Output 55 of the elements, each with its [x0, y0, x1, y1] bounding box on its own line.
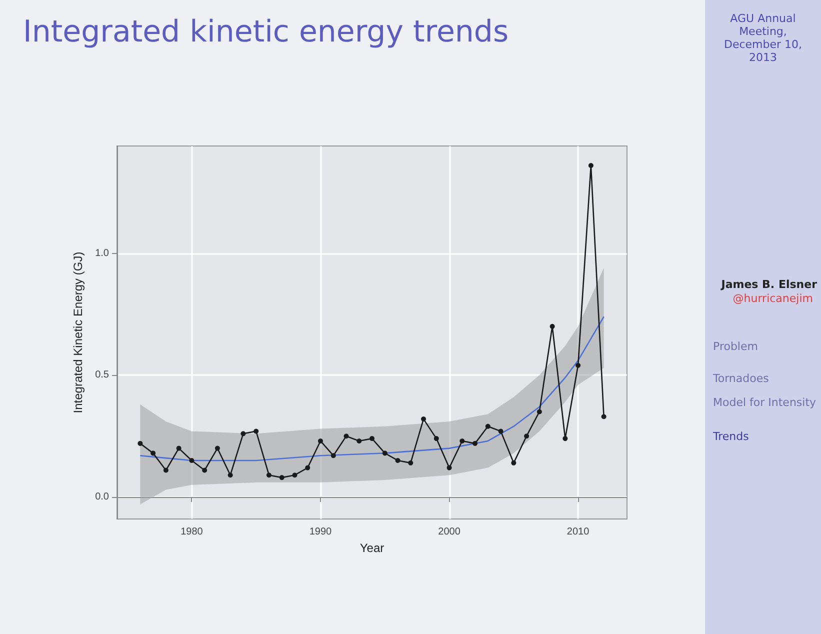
- point: [266, 472, 272, 478]
- point: [524, 434, 530, 439]
- text: Model for Intensity: [713, 396, 818, 409]
- point: [588, 163, 594, 168]
- y-axis-title: Integrated Kinetic Energy (GJ): [71, 252, 86, 414]
- point: [202, 468, 208, 473]
- line-series: [140, 316, 604, 462]
- point: [576, 362, 581, 368]
- y-tick-label: 0.0: [95, 492, 110, 503]
- x-tick-label: 1980: [180, 526, 204, 538]
- point: [138, 440, 143, 446]
- x-tick-label: 2000: [438, 526, 461, 538]
- point: [150, 450, 156, 456]
- point: [498, 428, 504, 434]
- text: AGU Annual Meeting, December 10, 2013: [722, 12, 804, 64]
- point: [344, 434, 349, 439]
- point: [460, 438, 465, 444]
- point: [562, 436, 568, 442]
- point: [395, 458, 400, 463]
- text: Tornadoes: [713, 372, 769, 385]
- text: @hurricanejim: [732, 292, 813, 305]
- point: [370, 436, 374, 442]
- point: [163, 468, 168, 473]
- text: Problem: [713, 340, 758, 353]
- point: [318, 438, 323, 444]
- point: [214, 446, 220, 451]
- x-tick-label: 2010: [566, 526, 590, 538]
- point: [382, 450, 388, 456]
- y-tick-label: 0.5: [95, 370, 110, 381]
- point: [550, 324, 555, 329]
- point: [485, 424, 490, 429]
- point: [536, 409, 542, 414]
- point: [254, 428, 259, 434]
- point: [408, 460, 414, 466]
- chart-title: Integrated kinetic energy trends: [23, 14, 509, 50]
- text: Trends: [713, 430, 749, 443]
- point: [472, 440, 478, 446]
- text: James B. Elsner: [721, 278, 817, 291]
- point: [421, 416, 426, 422]
- point: [601, 414, 606, 420]
- x-tick-label: 1990: [309, 526, 332, 538]
- point: [356, 438, 362, 444]
- point: [305, 465, 310, 470]
- point: [189, 458, 194, 463]
- point: [511, 460, 516, 466]
- point: [446, 465, 452, 470]
- y-tick-label: 1.0: [95, 248, 110, 259]
- point: [176, 446, 182, 451]
- point: [228, 472, 233, 478]
- point: [292, 472, 298, 478]
- point: [240, 431, 246, 436]
- x-axis-title: Year: [360, 540, 384, 555]
- point: [434, 436, 439, 442]
- point: [330, 453, 336, 458]
- point: [279, 475, 284, 480]
